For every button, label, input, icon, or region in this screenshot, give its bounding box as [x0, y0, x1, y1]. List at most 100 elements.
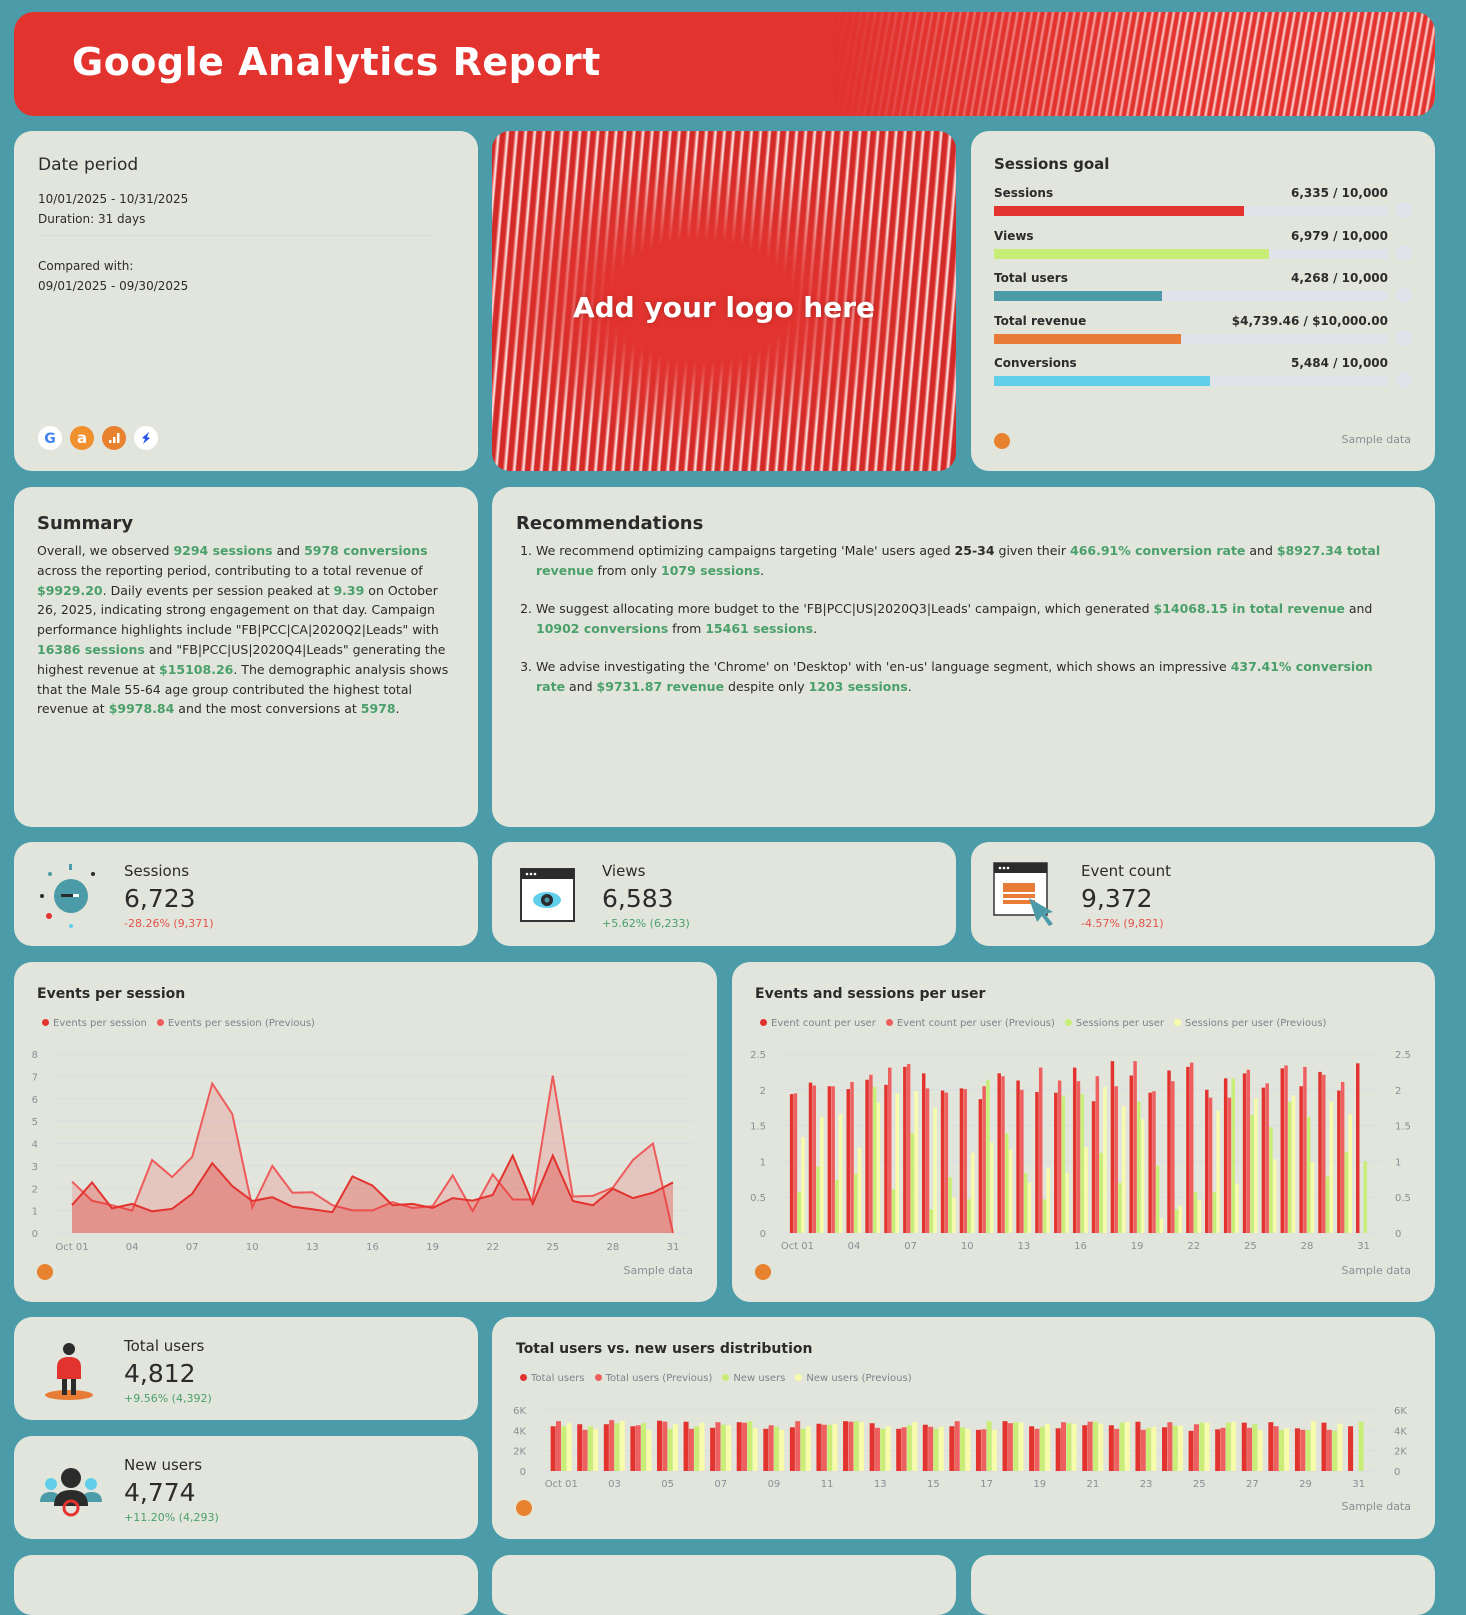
bar[interactable] — [1001, 1076, 1005, 1233]
bar[interactable] — [1155, 1165, 1160, 1233]
bar[interactable] — [667, 1428, 673, 1471]
bar[interactable] — [906, 1064, 911, 1233]
bar[interactable] — [1159, 1218, 1164, 1233]
bar[interactable] — [1318, 1071, 1322, 1233]
bar[interactable] — [1129, 1075, 1134, 1233]
bar[interactable] — [1344, 1152, 1349, 1233]
legend-item[interactable]: Event count per user — [760, 1018, 876, 1029]
bar[interactable] — [1162, 1427, 1168, 1471]
bar[interactable] — [1231, 1078, 1235, 1233]
bar[interactable] — [1247, 1427, 1253, 1471]
bar[interactable] — [1193, 1424, 1199, 1471]
bar[interactable] — [933, 1107, 937, 1233]
bar[interactable] — [1284, 1428, 1290, 1471]
bar[interactable] — [965, 1428, 971, 1471]
bar[interactable] — [805, 1426, 811, 1471]
bar[interactable] — [876, 1102, 881, 1233]
bar[interactable] — [1007, 1423, 1013, 1471]
bar[interactable] — [1082, 1425, 1088, 1471]
bar[interactable] — [1284, 1065, 1288, 1233]
bar[interactable] — [1329, 1101, 1334, 1233]
bar[interactable] — [1124, 1421, 1130, 1471]
bar[interactable] — [1225, 1422, 1231, 1471]
bar[interactable] — [1108, 1425, 1114, 1471]
bar[interactable] — [816, 1423, 822, 1471]
bar[interactable] — [838, 1114, 843, 1233]
bar[interactable] — [1177, 1425, 1183, 1471]
bar[interactable] — [872, 1086, 877, 1233]
bar[interactable] — [981, 1429, 987, 1471]
bar[interactable] — [1066, 1423, 1072, 1471]
bar[interactable] — [1118, 1182, 1122, 1233]
bar[interactable] — [960, 1427, 966, 1471]
bar[interactable] — [672, 1424, 678, 1471]
legend-item[interactable]: Event count per user (Previous) — [885, 1018, 1055, 1029]
bar[interactable] — [720, 1424, 726, 1471]
bar[interactable] — [763, 1428, 769, 1471]
bar[interactable] — [901, 1427, 907, 1471]
bar[interactable] — [577, 1424, 583, 1471]
bar[interactable] — [561, 1426, 567, 1471]
bar[interactable] — [699, 1422, 705, 1471]
bar[interactable] — [1186, 1066, 1190, 1233]
bar[interactable] — [1171, 1081, 1175, 1233]
bar[interactable] — [1272, 1159, 1277, 1233]
bar[interactable] — [656, 1420, 662, 1471]
bar[interactable] — [928, 1426, 934, 1471]
bar[interactable] — [795, 1421, 801, 1471]
bar[interactable] — [997, 1073, 1001, 1233]
bar[interactable] — [801, 1137, 805, 1233]
bar[interactable] — [1300, 1429, 1306, 1471]
bar[interactable] — [1208, 1097, 1213, 1233]
bar[interactable] — [1016, 1080, 1020, 1233]
bar[interactable] — [816, 1166, 820, 1233]
bar[interactable] — [967, 1199, 971, 1233]
bar[interactable] — [1099, 1152, 1103, 1233]
bar[interactable] — [555, 1421, 561, 1471]
bar[interactable] — [1065, 1172, 1069, 1233]
bar[interactable] — [1018, 1422, 1024, 1471]
bar[interactable] — [1095, 1076, 1100, 1233]
bar[interactable] — [1178, 1205, 1183, 1233]
bar[interactable] — [641, 1423, 647, 1471]
bar[interactable] — [1326, 1429, 1332, 1471]
bar[interactable] — [1034, 1428, 1040, 1471]
bar[interactable] — [1135, 1421, 1141, 1471]
bar[interactable] — [1137, 1101, 1141, 1233]
bar[interactable] — [779, 1429, 785, 1471]
bar[interactable] — [683, 1421, 689, 1471]
bar[interactable] — [1294, 1428, 1300, 1471]
bar[interactable] — [715, 1422, 721, 1471]
bar[interactable] — [853, 1421, 859, 1471]
legend-item[interactable]: Total users (Previous) — [594, 1373, 712, 1384]
bar[interactable] — [635, 1425, 641, 1471]
legend-item[interactable]: New users (Previous) — [795, 1373, 912, 1384]
bar[interactable] — [1288, 1101, 1292, 1233]
bar[interactable] — [1205, 1089, 1209, 1233]
bar[interactable] — [582, 1429, 588, 1471]
bar[interactable] — [1029, 1426, 1035, 1471]
bar[interactable] — [938, 1426, 944, 1471]
bar[interactable] — [922, 1424, 928, 1471]
bar[interactable] — [986, 1079, 990, 1233]
legend-item[interactable]: Total users — [520, 1373, 585, 1384]
bar[interactable] — [1057, 1080, 1062, 1233]
bar[interactable] — [1204, 1422, 1210, 1471]
bar[interactable] — [1197, 1200, 1201, 1233]
bar[interactable] — [1356, 1063, 1360, 1233]
bar[interactable] — [906, 1425, 912, 1471]
legend-item[interactable]: Events per session — [42, 1018, 147, 1029]
bar[interactable] — [880, 1428, 886, 1471]
bar[interactable] — [1076, 1081, 1081, 1233]
bar[interactable] — [1167, 1070, 1171, 1233]
bar[interactable] — [688, 1428, 694, 1471]
bar[interactable] — [1098, 1423, 1104, 1471]
bar[interactable] — [952, 1197, 956, 1233]
bar[interactable] — [1322, 1074, 1326, 1233]
bar[interactable] — [1027, 1182, 1032, 1233]
bar[interactable] — [752, 1427, 758, 1471]
bar[interactable] — [1045, 1423, 1051, 1471]
bar[interactable] — [619, 1421, 625, 1471]
bar[interactable] — [891, 1189, 896, 1233]
bar[interactable] — [903, 1066, 907, 1233]
